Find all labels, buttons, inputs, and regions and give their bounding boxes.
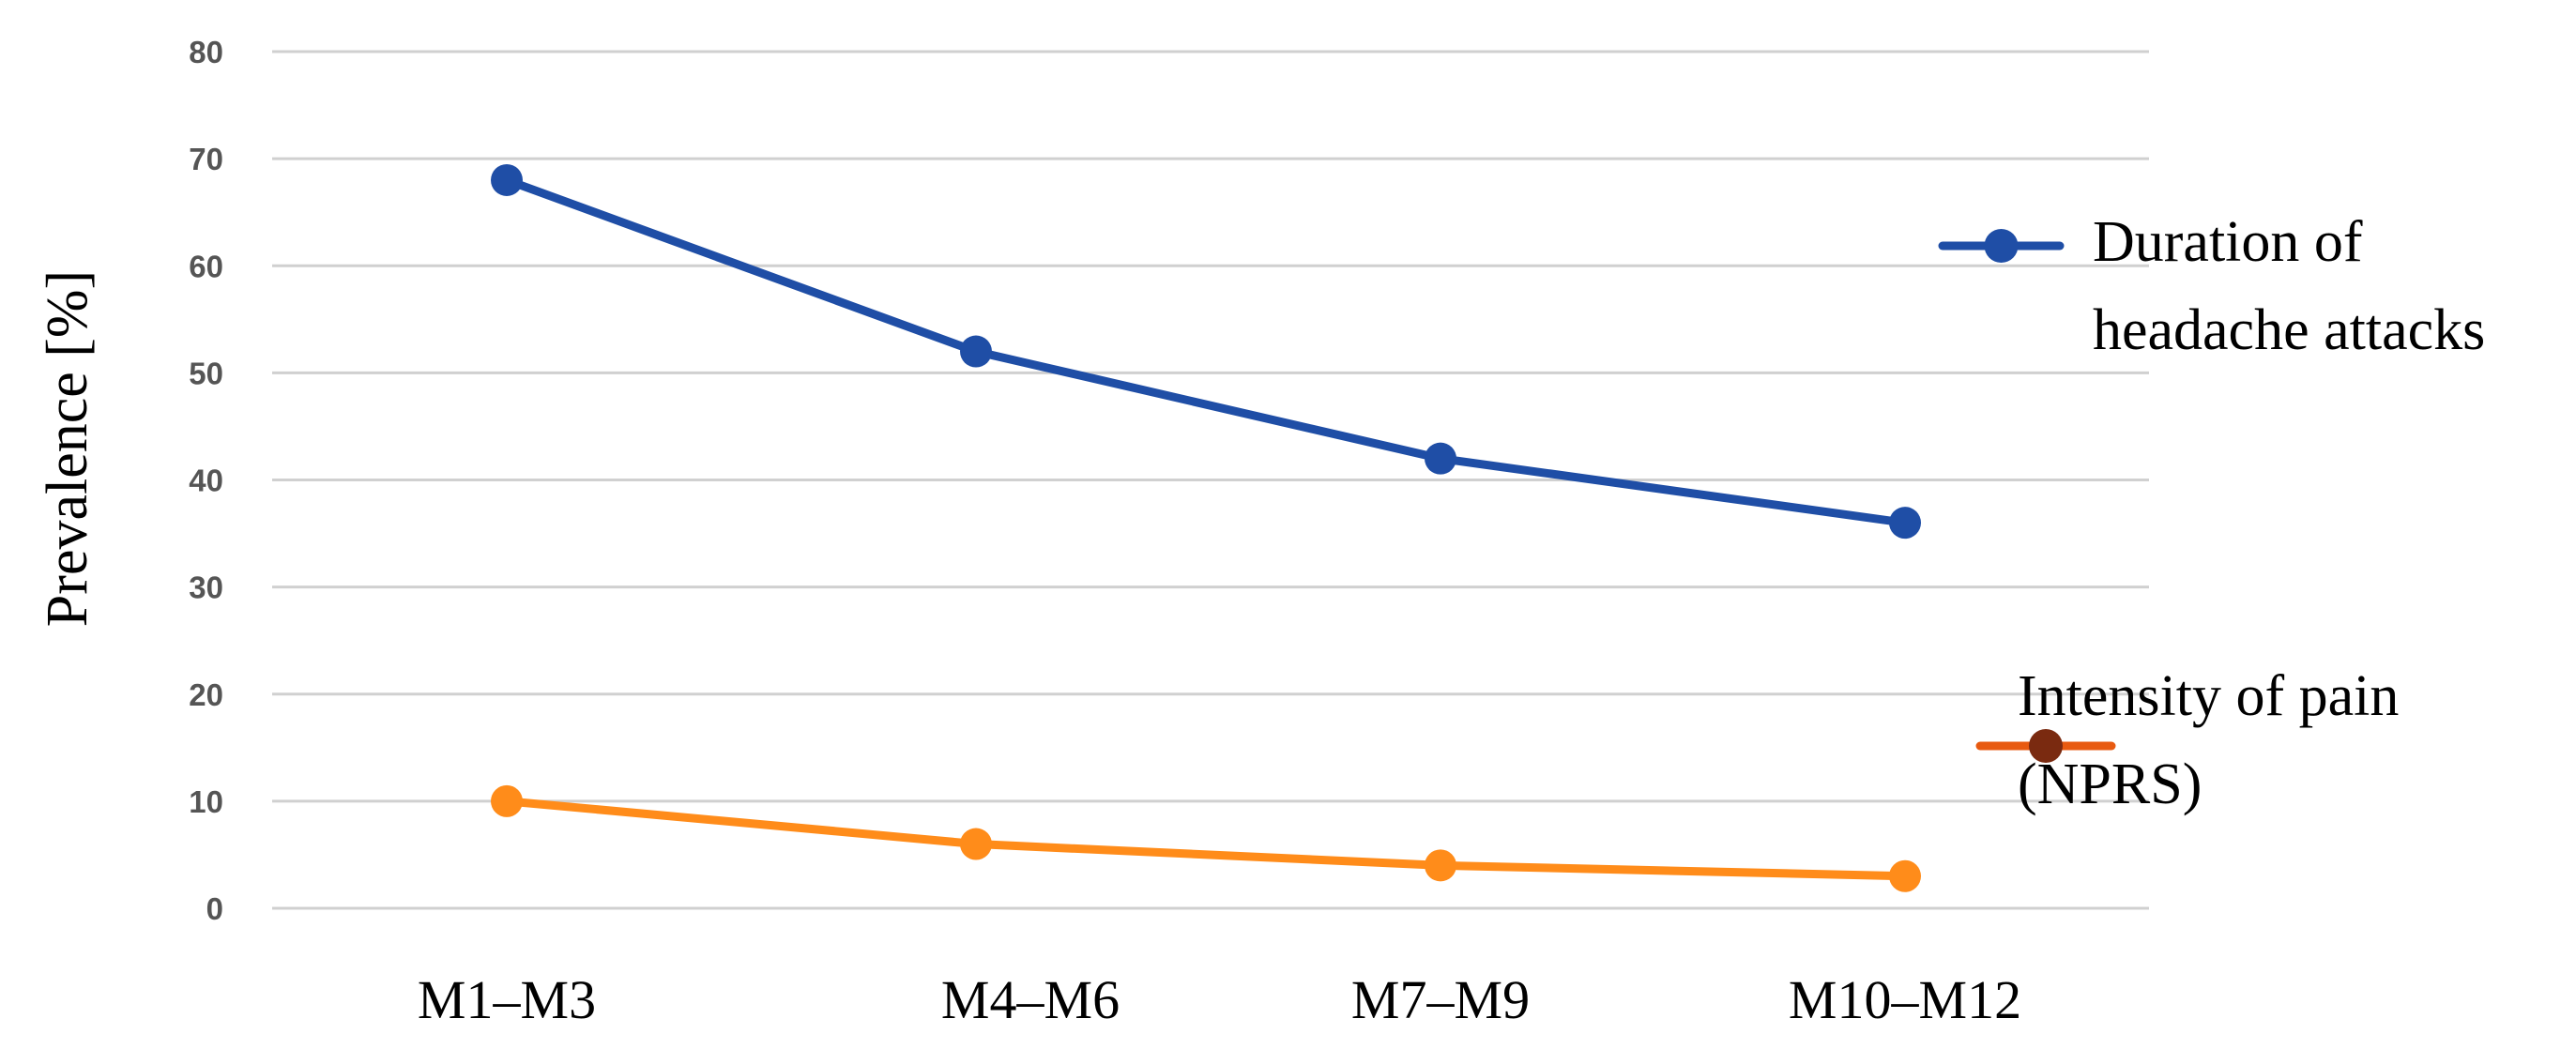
y-tick-label: 80 (189, 35, 223, 69)
data-point (1425, 849, 1456, 882)
series-line (502, 175, 1910, 527)
legend-label: (NPRS) (2018, 753, 2202, 816)
y-tick-label: 70 (189, 142, 223, 176)
legend-label: Duration of (2093, 210, 2363, 274)
x-category-label: M10–M12 (1789, 969, 2021, 1030)
x-category-label: M7–M9 (1351, 969, 1530, 1030)
data-point (960, 335, 992, 368)
y-tick-label: 30 (189, 570, 223, 605)
legend-marker (2029, 729, 2063, 763)
y-axis-title: Prevalence [%] (36, 270, 99, 627)
y-axis-ticks: 0 10 20 30 40 50 60 70 80 (189, 35, 223, 926)
legend: Duration of headache attacks Intensity of … (1938, 210, 2485, 816)
data-point (491, 784, 523, 817)
data-point (1889, 859, 1921, 892)
data-point (1425, 442, 1456, 475)
gridlines (272, 50, 2149, 910)
y-tick-label: 10 (189, 784, 223, 819)
series-line (502, 797, 1910, 881)
series-1 (491, 163, 1921, 540)
y-tick-label: 50 (189, 356, 223, 390)
y-tick-label: 0 (206, 891, 223, 926)
data-point (491, 163, 523, 196)
legend-item-1: Duration of headache attacks (1938, 210, 2485, 362)
x-axis-categories: M1–M3 M4–M6 M7–M9 M10–M12 (418, 969, 2021, 1030)
y-tick-label: 60 (189, 249, 223, 283)
series-2 (491, 784, 1921, 892)
series-layer (491, 163, 1921, 892)
data-point (1889, 507, 1921, 540)
legend-label: headache attacks (2093, 298, 2485, 362)
x-category-label: M4–M6 (941, 969, 1120, 1030)
x-category-label: M1–M3 (418, 969, 596, 1030)
y-tick-label: 20 (189, 677, 223, 712)
legend-item-2: Intensity of pain (NPRS) (1975, 664, 2399, 816)
legend-marker (1984, 229, 2019, 263)
y-tick-label: 40 (189, 464, 223, 498)
legend-label: Intensity of pain (2018, 664, 2399, 728)
data-point (960, 828, 992, 860)
